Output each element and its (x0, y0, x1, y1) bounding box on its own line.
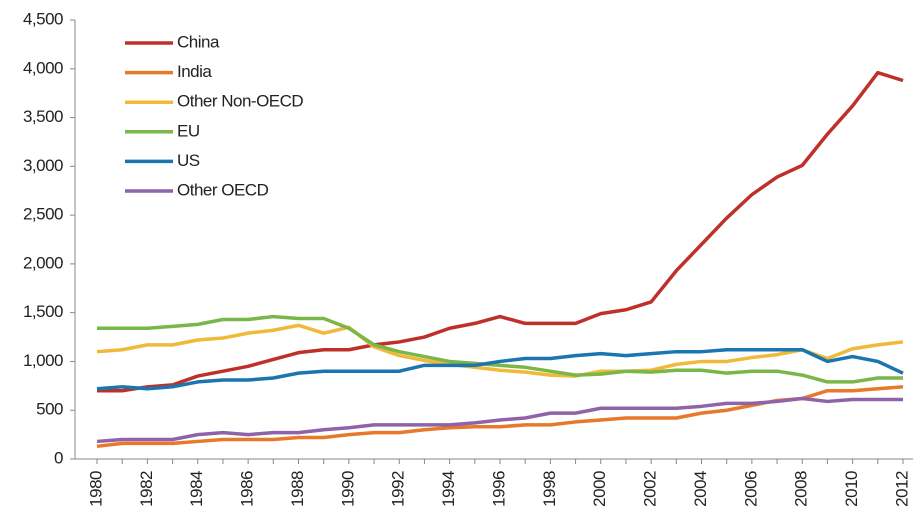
series-line (96, 396, 903, 444)
legend-label: Other Non-OECD (177, 92, 303, 111)
x-tick-label: 1990 (338, 471, 357, 507)
y-tick-label: 1,500 (23, 302, 63, 321)
x-tick-label: 1988 (288, 471, 307, 507)
legend-label: US (177, 151, 200, 170)
series-line (97, 70, 904, 393)
x-tick-label: 2004 (691, 471, 710, 507)
y-tick-label: 1,000 (23, 351, 63, 370)
x-tick-label: 1996 (489, 471, 508, 507)
series-line (96, 323, 904, 378)
y-tick-label: 4,000 (23, 58, 63, 77)
x-tick-label: 1998 (540, 471, 559, 507)
legend-label: Other OECD (177, 180, 269, 199)
y-tick-label: 2,500 (23, 205, 63, 224)
x-tick-label: 1994 (439, 471, 458, 507)
series-line (96, 385, 904, 449)
x-tick-label: 2012 (892, 471, 911, 507)
x-tick-label: 1992 (389, 471, 408, 507)
series-line (96, 347, 904, 391)
series-line (97, 314, 903, 384)
y-tick-label: 0 (54, 448, 63, 467)
x-tick-label: 1984 (187, 471, 206, 507)
x-tick-label: 2008 (792, 471, 811, 507)
y-tick-label: 2,000 (23, 253, 63, 272)
x-tick-label: 1982 (137, 471, 156, 507)
x-tick-label: 2000 (590, 471, 609, 507)
y-tick-label: 4,500 (23, 9, 63, 28)
x-tick-label: 1980 (86, 471, 105, 507)
y-tick-label: 500 (36, 400, 63, 419)
x-tick-label: 1986 (238, 471, 257, 507)
legend-label: India (177, 62, 212, 81)
x-tick-label: 2002 (641, 471, 660, 507)
legend-label: EU (177, 121, 200, 140)
x-tick-label: 2010 (842, 471, 861, 507)
y-tick-label: 3,000 (23, 156, 63, 175)
legend-label: China (177, 32, 220, 51)
x-tick-label: 2006 (741, 471, 760, 507)
y-tick-label: 3,500 (23, 107, 63, 126)
